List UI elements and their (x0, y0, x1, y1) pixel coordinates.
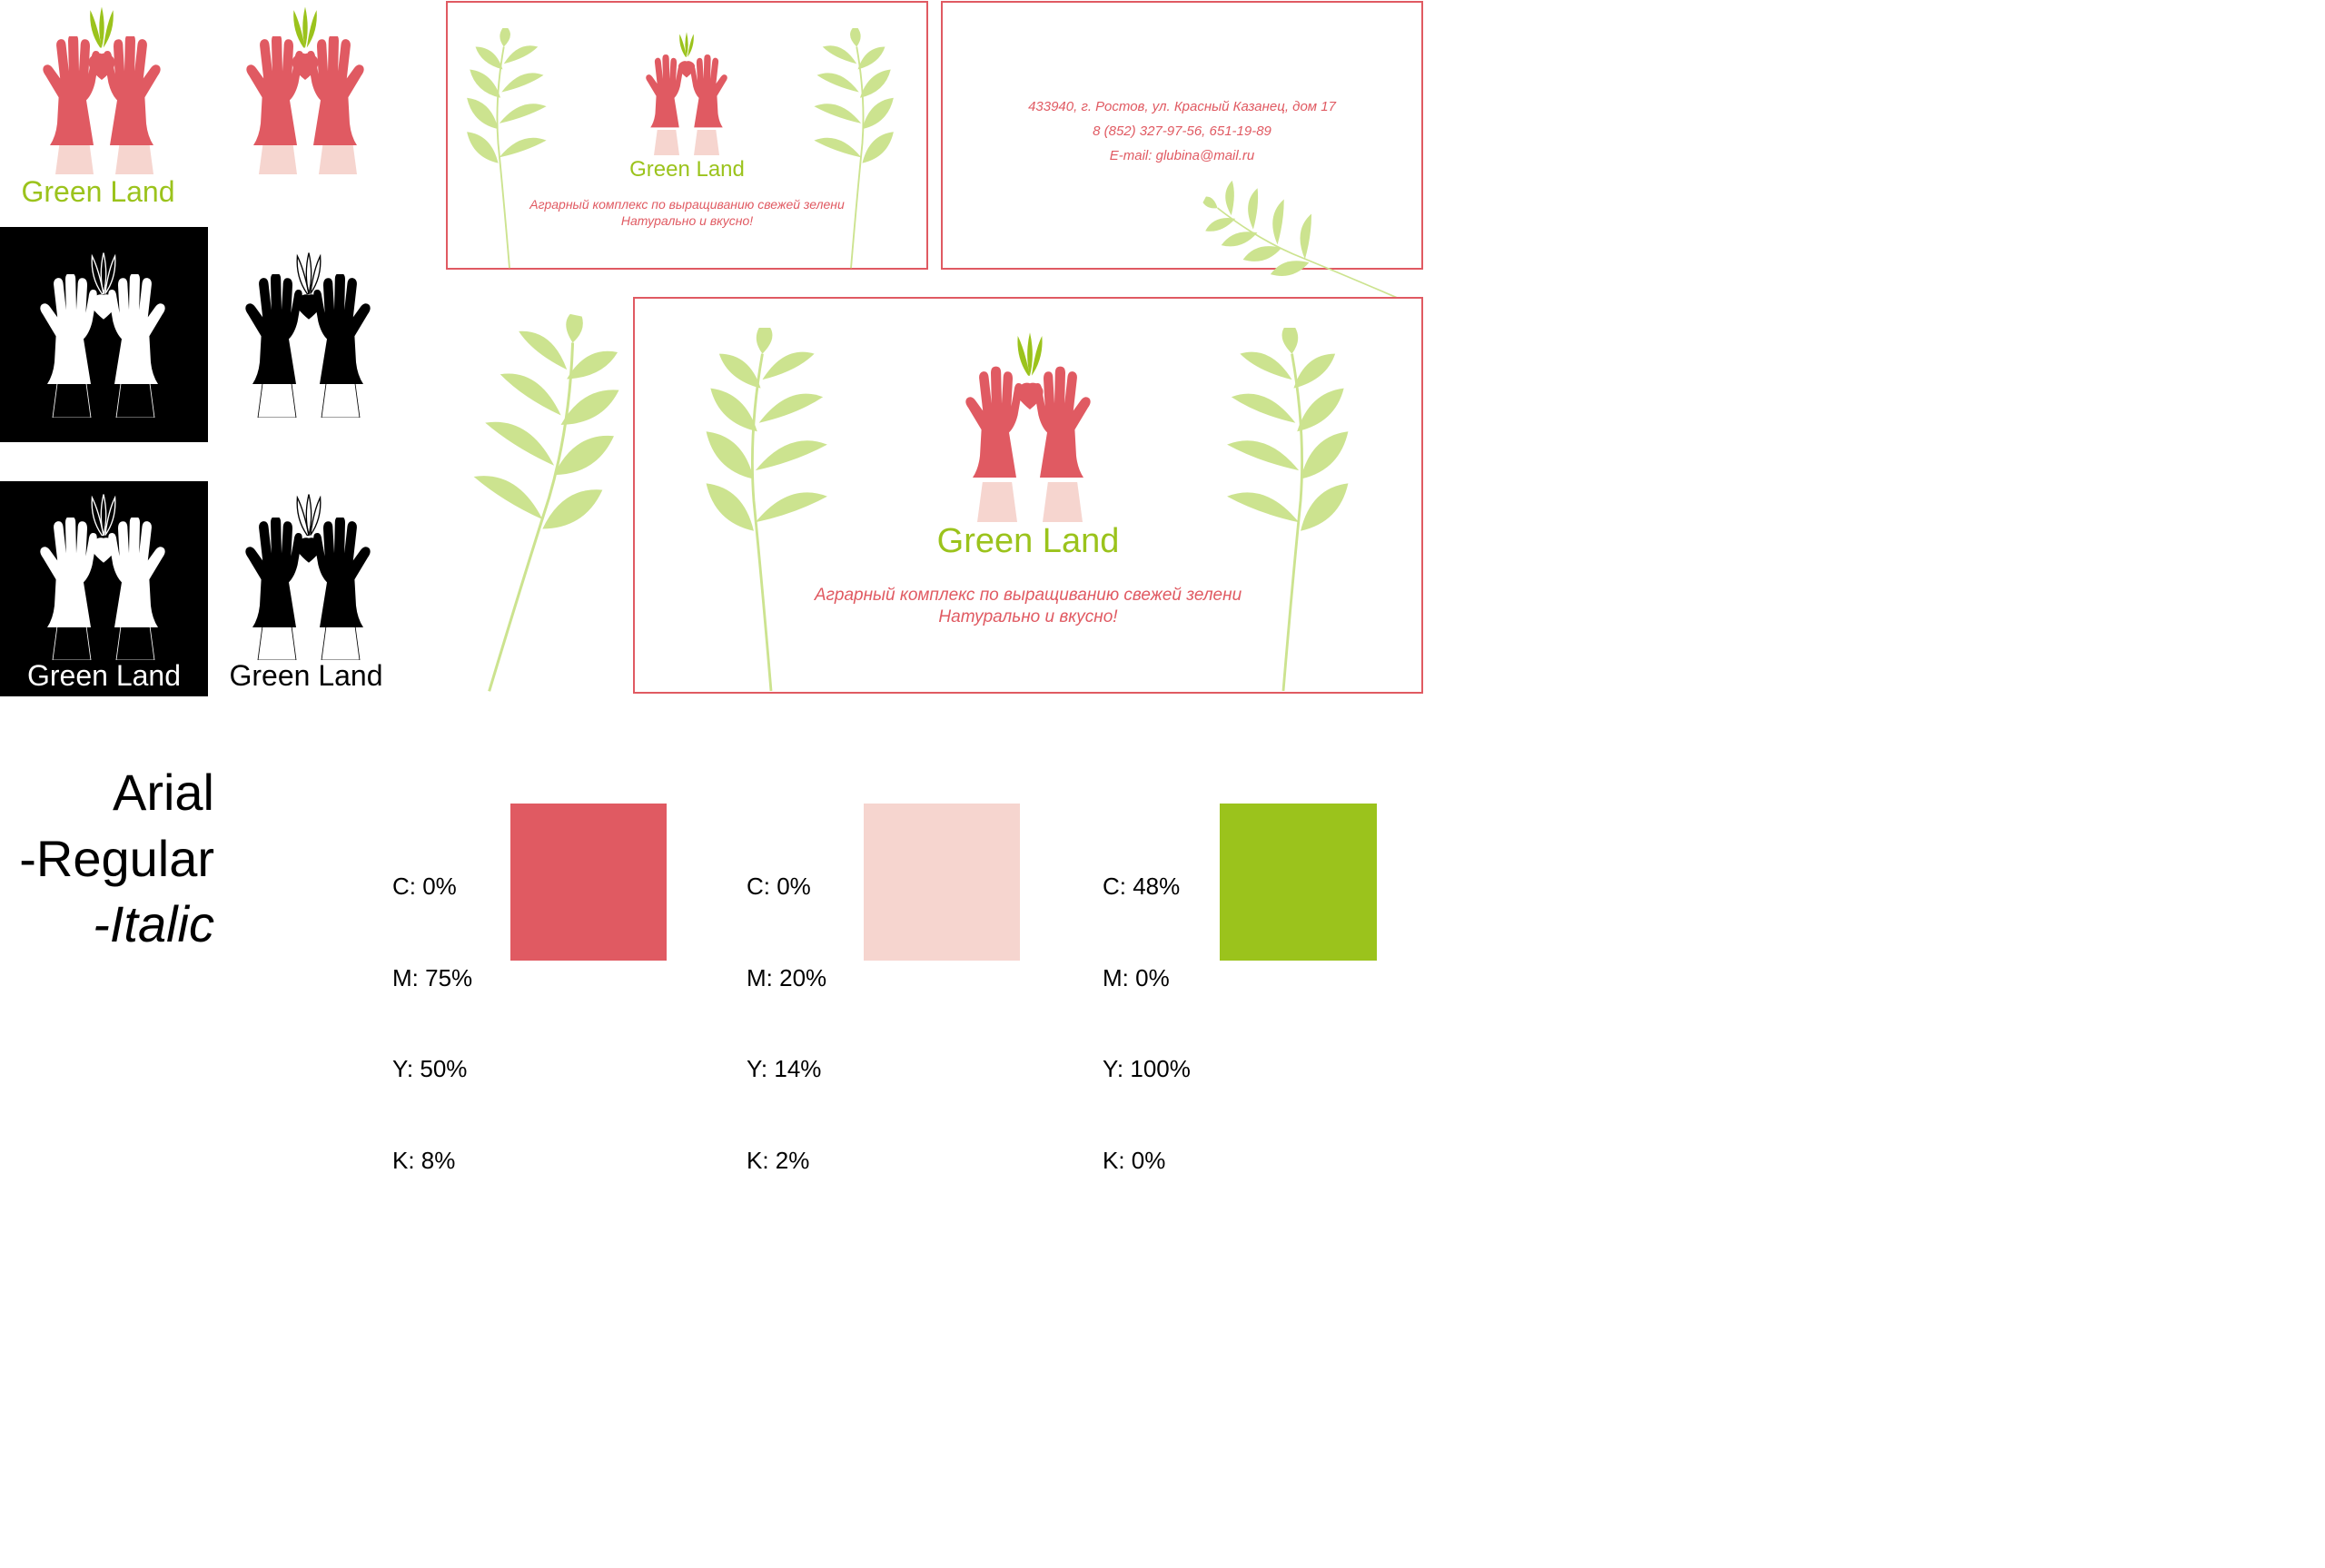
banner-slogan: Натурально и вкусно! (938, 607, 1118, 626)
hands-radish-icon (40, 493, 165, 660)
cmyk-y: Y: 14% (747, 1055, 822, 1082)
wheat-right-icon (813, 28, 895, 270)
swatch-pink (864, 804, 1020, 961)
cmyk-y: Y: 100% (1103, 1055, 1191, 1082)
swatch-pink-values: C: 0% M: 20% Y: 14% K: 2% (747, 811, 826, 1207)
logo-inverted (0, 227, 208, 442)
cmyk-y: Y: 50% (392, 1055, 468, 1082)
font-italic-label: -Italic (93, 895, 214, 952)
cmyk-c: C: 0% (392, 873, 457, 900)
logo-brand-text: Green Land (26, 659, 181, 692)
cmyk-m: M: 20% (747, 963, 827, 991)
logo-color (211, 5, 392, 177)
font-regular-label: -Regular (19, 830, 214, 887)
wheat-standalone-icon (429, 297, 640, 707)
card-tagline: Аграрный комплекс по выращиванию свежей … (529, 197, 845, 212)
hands-radish-icon (965, 332, 1091, 522)
logo-brand-text: Green Land (229, 659, 383, 692)
logo-black (211, 227, 419, 442)
swatch-coral (510, 804, 667, 961)
logo-inverted-with-text: Green Land (0, 481, 208, 696)
swatch-green-values: C: 48% M: 0% Y: 100% K: 0% (1103, 811, 1191, 1207)
font-family-label: Arial (112, 764, 214, 821)
banner-tagline: Аграрный комплекс по выращиванию свежей … (814, 586, 1242, 605)
banner-brand: Green Land (936, 522, 1120, 560)
wheat-branch-icon (1182, 163, 1416, 334)
business-card-front: Green Land Аграрный комплекс по выращива… (446, 1, 928, 270)
contact-phone: 8 (852) 327-97-56, 651-19-89 (1093, 123, 1271, 139)
business-card-back: 433940, г. Ростов, ул. Красный Казанец, … (941, 1, 1423, 334)
card-brand: Green Land (629, 157, 745, 182)
cmyk-c: C: 48% (1103, 873, 1181, 900)
contact-email: E-mail: glubina@mail.ru (1109, 148, 1255, 163)
logo-black-with-text: Green Land (211, 481, 401, 696)
hands-radish-icon (246, 6, 364, 174)
hands-radish-icon (245, 493, 371, 660)
contact-address: 433940, г. Ростов, ул. Красный Казанец, … (1028, 99, 1336, 114)
banner: Green Land Аграрный комплекс по выращива… (633, 297, 1423, 694)
logo-color-with-text: Green Land (7, 5, 189, 209)
cmyk-k: K: 8% (392, 1146, 456, 1174)
hands-radish-icon (646, 32, 727, 155)
hands-radish-icon (43, 6, 161, 174)
wheat-left-icon (704, 328, 829, 691)
swatch-green (1220, 804, 1377, 961)
cmyk-k: K: 0% (1103, 1146, 1166, 1174)
cmyk-m: M: 0% (1103, 963, 1170, 991)
cmyk-k: K: 2% (747, 1146, 810, 1174)
logo-brand-text: Green Land (21, 175, 175, 208)
cmyk-m: M: 75% (392, 963, 473, 991)
swatch-coral-values: C: 0% M: 75% Y: 50% K: 8% (392, 811, 472, 1207)
card-slogan: Натурально и вкусно! (620, 213, 754, 228)
cmyk-c: C: 0% (747, 873, 811, 900)
wheat-left-icon (466, 28, 548, 270)
wheat-right-icon (1225, 328, 1350, 691)
hands-radish-icon (40, 251, 165, 418)
hands-radish-icon (245, 251, 371, 418)
